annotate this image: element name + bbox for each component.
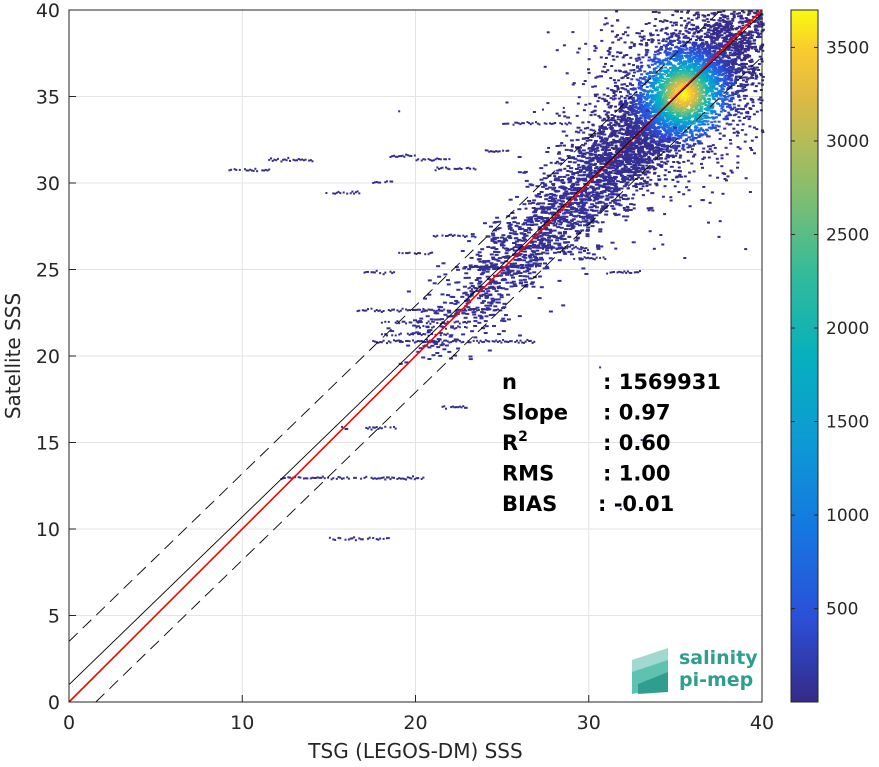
y-tick-label: 30 <box>36 173 60 195</box>
y-tick-label: 15 <box>36 433 60 455</box>
x-tick-label: 40 <box>750 712 774 734</box>
x-tick-label: 20 <box>403 712 427 734</box>
stat-label: n <box>502 370 517 394</box>
statistics-box: n : 1569931 Slope : 0.97 R2 : 0.60 RMS : 1.00 BI… <box>502 370 721 516</box>
stat-label-superscript: 2 <box>518 429 528 445</box>
colorbar <box>790 9 819 703</box>
x-axis-label: TSG (LEGOS-DM) SSS <box>307 739 522 763</box>
y-tick-label: 40 <box>36 0 60 22</box>
stat-label: BIAS <box>502 492 557 516</box>
reference-lines <box>68 9 763 703</box>
reference-line-lower <box>95 56 763 703</box>
stat-value: : 1569931 <box>603 370 721 394</box>
reference-line-upper <box>68 9 722 642</box>
colorbar-ticks: 500 1000 1500 2000 2500 3000 3500 <box>791 38 869 620</box>
stat-value: : 1.00 <box>603 462 671 486</box>
logo-text-pi-mep: pi-mep <box>679 669 753 691</box>
colorbar-tick-label: 1000 <box>826 506 869 526</box>
reference-line-fit <box>68 13 763 686</box>
y-tick-label: 5 <box>48 606 60 628</box>
stat-value: : 0.60 <box>603 431 671 455</box>
stat-value: : 0.97 <box>603 401 671 425</box>
logo-text-salinity: salinity <box>679 647 758 669</box>
wave-logo-icon <box>632 648 668 694</box>
y-axis-label: Satellite SSS <box>1 293 25 419</box>
y-tick-label: 25 <box>36 260 60 282</box>
colorbar-tick-label: 3000 <box>826 132 869 152</box>
y-tick-label: 10 <box>36 519 60 541</box>
stat-label: R2 <box>502 429 528 455</box>
x-axis-ticks: 0 10 20 30 40 <box>63 695 774 734</box>
y-tick-label: 35 <box>36 87 60 109</box>
colorbar-tick-label: 500 <box>826 600 858 620</box>
stat-label: RMS <box>502 462 554 486</box>
x-tick-label: 10 <box>230 712 254 734</box>
x-tick-label: 0 <box>63 712 75 734</box>
colorbar-tick-label: 2000 <box>826 319 869 339</box>
y-tick-label: 20 <box>36 346 60 368</box>
colorbar-tick-label: 3500 <box>826 38 869 58</box>
y-tick-label: 0 <box>48 692 60 714</box>
salinity-pimep-logo: salinity pi-mep <box>632 647 758 694</box>
y-axis-ticks: 0 5 10 15 20 25 30 35 40 <box>36 0 76 714</box>
stat-label: Slope <box>502 401 568 425</box>
colorbar-tick-label: 2500 <box>826 225 869 245</box>
colorbar-tick-label: 1500 <box>826 413 869 433</box>
x-tick-label: 30 <box>577 712 601 734</box>
stat-value: : -0.01 <box>598 492 674 516</box>
density-cloud <box>228 10 765 542</box>
